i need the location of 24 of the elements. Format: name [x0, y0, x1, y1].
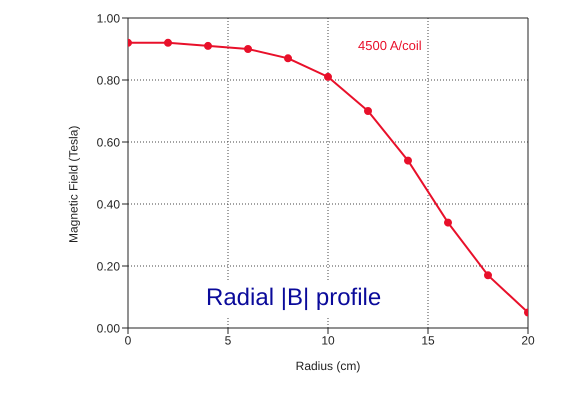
y-tick-label: 0.20 — [96, 259, 120, 274]
point — [444, 218, 452, 227]
point — [244, 45, 252, 53]
y-tick-label: 1.00 — [96, 11, 120, 26]
y-tick-label: 0.00 — [96, 321, 120, 336]
y-axis-title: Magnetic Field (Tesla) — [66, 126, 80, 243]
point — [324, 72, 332, 81]
point — [164, 38, 172, 47]
point — [364, 107, 372, 115]
x-tick-label: 0 — [124, 334, 132, 348]
point — [284, 54, 292, 62]
point — [484, 271, 492, 280]
point — [204, 42, 212, 50]
x-axis-title: Radius (cm) — [296, 359, 360, 373]
y-tick-label: 0.80 — [96, 73, 120, 88]
x-tick-label: 10 — [321, 334, 335, 348]
annotation: Radial |B| profile — [188, 280, 400, 316]
y-tick-label: 0.40 — [96, 197, 120, 212]
x-tick-label: 5 — [224, 334, 232, 348]
annotation: 4500 A/coil — [358, 38, 422, 53]
x-tick-label: 20 — [521, 334, 535, 348]
y-tick-label: 0.60 — [96, 135, 120, 150]
point — [404, 156, 412, 165]
x-tick-label: 15 — [421, 334, 435, 348]
